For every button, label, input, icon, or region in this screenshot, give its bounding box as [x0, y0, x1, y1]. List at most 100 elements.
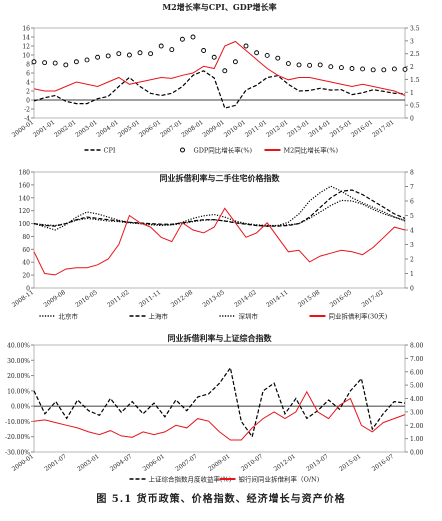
- marker: [63, 62, 69, 68]
- y-tick-label: -10.00%: [5, 419, 30, 426]
- legend-label: GDP同比增长率(%): [194, 146, 253, 155]
- marker: [158, 43, 164, 49]
- y-tick-label: 40: [22, 260, 30, 267]
- marker: [391, 66, 397, 72]
- marker: [169, 47, 175, 53]
- marker: [95, 54, 101, 60]
- y-tick-label: 0.00%: [11, 404, 30, 411]
- y-tick-label: 0: [26, 98, 30, 105]
- y2-tick-label: 2: [410, 64, 414, 71]
- legend-label: 上证综合指数月度收益率(%): [149, 475, 232, 484]
- x-tick-label: 2012-01: [265, 119, 289, 139]
- y-tick-label: 16: [22, 26, 30, 33]
- x-tick-label: 2004-01: [96, 119, 120, 139]
- series-line: [33, 185, 406, 231]
- y2-tick-label: 1.00: [410, 436, 424, 443]
- marker: [222, 68, 228, 74]
- y-tick-label: 20.00%: [7, 373, 30, 380]
- marker: [179, 36, 185, 42]
- marker: [52, 60, 58, 66]
- y2-tick-label: 3: [410, 242, 414, 249]
- caption: 图 5.1 货币政策、价格指数、经济增长与资产价格: [96, 492, 345, 505]
- marker: [42, 60, 48, 66]
- y-tick-label: 0: [26, 286, 30, 293]
- y2-tick-label: 2: [410, 257, 414, 264]
- x-tick-label: 2016-05: [329, 289, 354, 309]
- x-tick-label: 2015-08: [297, 289, 322, 309]
- marker: [31, 59, 37, 65]
- y-tick-label: 12: [22, 44, 30, 51]
- y2-tick-label: 4: [410, 228, 414, 235]
- y-tick-label: -2: [24, 107, 30, 114]
- y-tick-label: -20.00%: [5, 434, 30, 441]
- y2-tick-label: 3.5: [410, 26, 420, 33]
- marker: [190, 34, 196, 40]
- y2-tick-label: 2.00: [410, 423, 424, 430]
- x-tick-label: 2011-01: [244, 119, 268, 139]
- x-tick-label: 2005-01: [117, 119, 141, 139]
- y-tick-label: 6: [26, 71, 30, 78]
- plot-frame: [33, 344, 406, 453]
- x-tick-label: 2009-01: [207, 453, 231, 473]
- x-tick-label: 2009-01: [202, 119, 226, 139]
- x-tick-label: 2015-01: [338, 453, 362, 473]
- marker: [105, 53, 111, 59]
- marker: [275, 55, 281, 61]
- x-tick-label: 2011-02: [106, 289, 131, 309]
- y2-tick-label: 2.5: [410, 51, 420, 58]
- y-tick-label: 30.00%: [7, 358, 30, 365]
- x-tick-label: 2016-01: [350, 119, 374, 139]
- marker: [84, 57, 90, 63]
- x-tick-label: 2006-01: [142, 453, 166, 473]
- x-tick-label: 2013-01: [286, 119, 310, 139]
- y-tick-label: 10: [22, 53, 30, 60]
- x-tick-label: 2013-05: [202, 289, 227, 309]
- y-tick-label: 140: [19, 195, 31, 202]
- series-line: [33, 390, 406, 441]
- y2-tick-label: 5: [410, 213, 414, 220]
- x-tick-label: 2004-07: [109, 453, 134, 473]
- y2-tick-label: 6.00: [410, 369, 424, 376]
- x-tick-label: 2006-01: [138, 119, 162, 139]
- y-tick-label: -30.00%: [5, 450, 30, 457]
- x-tick-label: 2016-07: [371, 453, 396, 473]
- marker: [381, 67, 387, 73]
- x-tick-label: 2013-07: [305, 453, 330, 473]
- legend-label: 深圳市: [239, 312, 259, 321]
- y2-tick-label: 5.00: [410, 383, 424, 390]
- chart-title: 同业拆借利率与上证综合指数: [168, 333, 273, 343]
- y2-tick-label: 0: [410, 116, 414, 123]
- x-tick-label: 2014-01: [308, 119, 332, 139]
- plot-frame: [33, 171, 406, 289]
- y2-tick-label: 3.00: [410, 409, 424, 416]
- x-tick-label: 2008-11: [11, 289, 35, 309]
- x-tick-label: 2017-01: [371, 119, 395, 139]
- y-tick-label: 100: [19, 221, 31, 228]
- x-tick-label: 2010-07: [240, 453, 265, 473]
- y2-tick-label: 1: [410, 271, 414, 278]
- marker: [307, 62, 313, 68]
- legend-label: CPI: [104, 147, 116, 155]
- y-tick-label: 160: [19, 182, 31, 189]
- y-tick-label: 2: [26, 89, 30, 96]
- series-line: [33, 40, 406, 96]
- y-tick-label: -4: [24, 116, 30, 123]
- x-tick-label: 2007-07: [174, 453, 199, 473]
- x-tick-label: 2000-01: [11, 119, 35, 139]
- y-tick-label: 8: [26, 62, 30, 69]
- x-tick-label: 2003-01: [74, 119, 98, 139]
- legend-label: 北京市: [59, 312, 79, 321]
- y2-tick-label: 3: [410, 38, 414, 45]
- marker: [137, 50, 143, 56]
- y-tick-label: 120: [19, 208, 31, 215]
- x-tick-label: 2009-08: [43, 289, 68, 309]
- plot-frame: [33, 27, 406, 119]
- marker: [254, 50, 260, 56]
- marker: [285, 61, 291, 66]
- x-tick-label: 2011-11: [138, 289, 162, 309]
- x-tick-label: 2010-05: [74, 289, 99, 309]
- x-tick-label: 2012-01: [273, 453, 297, 473]
- y2-tick-label: 7.00: [410, 356, 424, 363]
- x-tick-label: 2012-08: [170, 289, 195, 309]
- y2-tick-label: 8.00: [410, 343, 424, 350]
